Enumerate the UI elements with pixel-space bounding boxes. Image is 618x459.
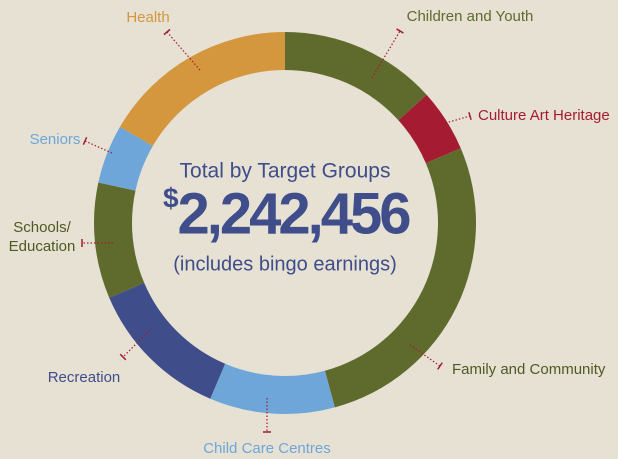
leader-line bbox=[441, 115, 471, 125]
legend-label: Seniors bbox=[30, 131, 81, 148]
leader-tick bbox=[119, 353, 127, 361]
total-currency: $ bbox=[163, 182, 179, 213]
leader-line bbox=[122, 329, 151, 358]
donut-segment bbox=[210, 363, 335, 414]
donut-segment bbox=[98, 126, 153, 191]
donut-segment bbox=[324, 148, 476, 408]
donut-segment bbox=[119, 32, 285, 146]
chart-title: Total by Target Groups bbox=[180, 160, 391, 183]
leader-line bbox=[166, 31, 201, 71]
leader-tick bbox=[82, 137, 88, 145]
legend-label: Family and Community bbox=[452, 361, 606, 378]
leader-tick bbox=[437, 362, 443, 370]
legend-label: Recreation bbox=[48, 369, 121, 386]
donut-segment bbox=[398, 94, 461, 164]
leader-tick bbox=[396, 28, 404, 34]
legend-label: Children and Youth bbox=[407, 8, 534, 25]
legend-label: Health bbox=[126, 9, 169, 26]
leader-line bbox=[409, 344, 441, 367]
leader-line bbox=[84, 140, 113, 154]
donut-segment bbox=[93, 182, 145, 298]
donut-segment bbox=[109, 282, 226, 399]
donut-segment bbox=[285, 32, 427, 121]
legend-label: Culture Art Heritage bbox=[478, 107, 610, 124]
legend-label: Schools/Education bbox=[9, 219, 76, 255]
leader-line bbox=[371, 30, 401, 79]
total-amount: 2,242,456 bbox=[177, 181, 410, 246]
legend-label: Child Care Centres bbox=[203, 440, 331, 457]
chart-subtitle: (includes bingo earnings) bbox=[173, 253, 396, 275]
leader-tick bbox=[468, 111, 472, 121]
leader-tick bbox=[163, 28, 171, 36]
